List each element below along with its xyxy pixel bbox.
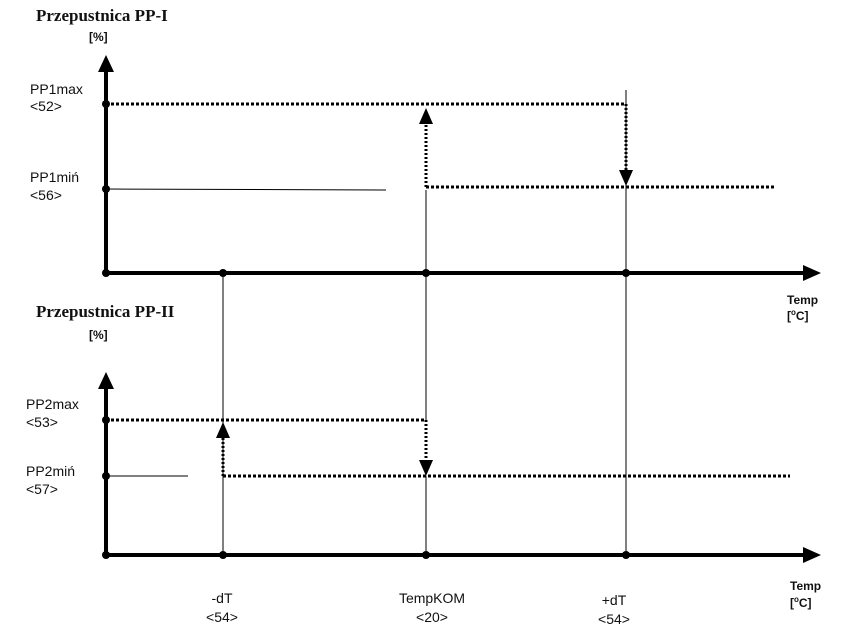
bottom-x-axis-arrow [803,547,821,563]
pp1min-label: PP1miń [30,169,79,185]
pp1min-param: <56> [30,187,62,203]
tick-plus-dt-param: <54> [598,611,630,627]
top-x-unit: [oC] [787,308,809,323]
bottom-origin-point [102,551,110,559]
pp1min-reference-line [105,188,387,191]
top-x-label: Temp [787,293,818,307]
tick-minus-dt-label: -dT [212,590,233,606]
tick-plus-dt-label: +dT [602,592,627,608]
bottom-y-unit: [%] [89,328,108,342]
bottom-diagram-title: Przepustnica PP-II [36,302,175,321]
top-y-axis-arrow [98,55,114,72]
pp1max-label: PP1max [30,81,83,97]
top-plus-dt-point [622,269,630,277]
bottom-x-unit: [oC] [790,595,812,610]
top-diagram-title: Przepustnica PP-I [36,6,168,25]
bottom-minus-dt-point [219,551,227,559]
pp2-fall-arrow [419,460,433,476]
tick-tempkom-param: <20> [416,609,448,625]
top-origin-point [102,269,110,277]
bottom-tempkom-point [422,551,430,559]
pp2min-param: <57> [26,481,58,497]
top-y-unit: [%] [89,30,108,44]
pp2max-param: <53> [26,414,58,430]
tick-minus-dt-param: <54> [206,609,238,625]
pp1-rise-arrow [419,108,433,124]
bottom-y-axis-arrow [98,372,114,389]
top-x-axis-arrow [803,265,821,281]
bottom-plus-dt-point [622,551,630,559]
pp2min-label: PP2miń [26,463,75,479]
pp2max-label: PP2max [26,396,79,412]
tick-tempkom-label: TempKOM [399,590,465,606]
pp1max-param: <52> [30,98,62,114]
bottom-x-label: Temp [790,579,821,593]
